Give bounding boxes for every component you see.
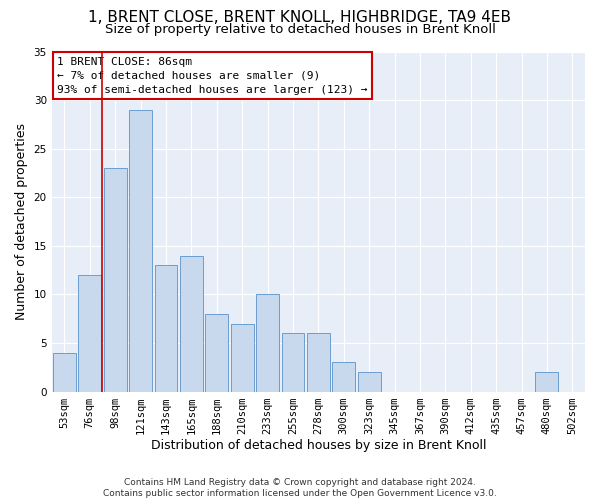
- Y-axis label: Number of detached properties: Number of detached properties: [15, 123, 28, 320]
- Text: Size of property relative to detached houses in Brent Knoll: Size of property relative to detached ho…: [104, 22, 496, 36]
- Bar: [205, 314, 228, 392]
- Bar: [155, 266, 178, 392]
- Text: 1, BRENT CLOSE, BRENT KNOLL, HIGHBRIDGE, TA9 4EB: 1, BRENT CLOSE, BRENT KNOLL, HIGHBRIDGE,…: [89, 10, 511, 25]
- Bar: [231, 324, 254, 392]
- Bar: [256, 294, 279, 392]
- Bar: [129, 110, 152, 392]
- Text: Contains HM Land Registry data © Crown copyright and database right 2024.
Contai: Contains HM Land Registry data © Crown c…: [103, 478, 497, 498]
- Bar: [53, 352, 76, 392]
- Bar: [535, 372, 559, 392]
- Bar: [332, 362, 355, 392]
- X-axis label: Distribution of detached houses by size in Brent Knoll: Distribution of detached houses by size …: [151, 440, 486, 452]
- Bar: [79, 275, 101, 392]
- Bar: [104, 168, 127, 392]
- Text: 1 BRENT CLOSE: 86sqm
← 7% of detached houses are smaller (9)
93% of semi-detache: 1 BRENT CLOSE: 86sqm ← 7% of detached ho…: [57, 56, 367, 94]
- Bar: [180, 256, 203, 392]
- Bar: [307, 334, 330, 392]
- Bar: [358, 372, 380, 392]
- Bar: [281, 334, 304, 392]
